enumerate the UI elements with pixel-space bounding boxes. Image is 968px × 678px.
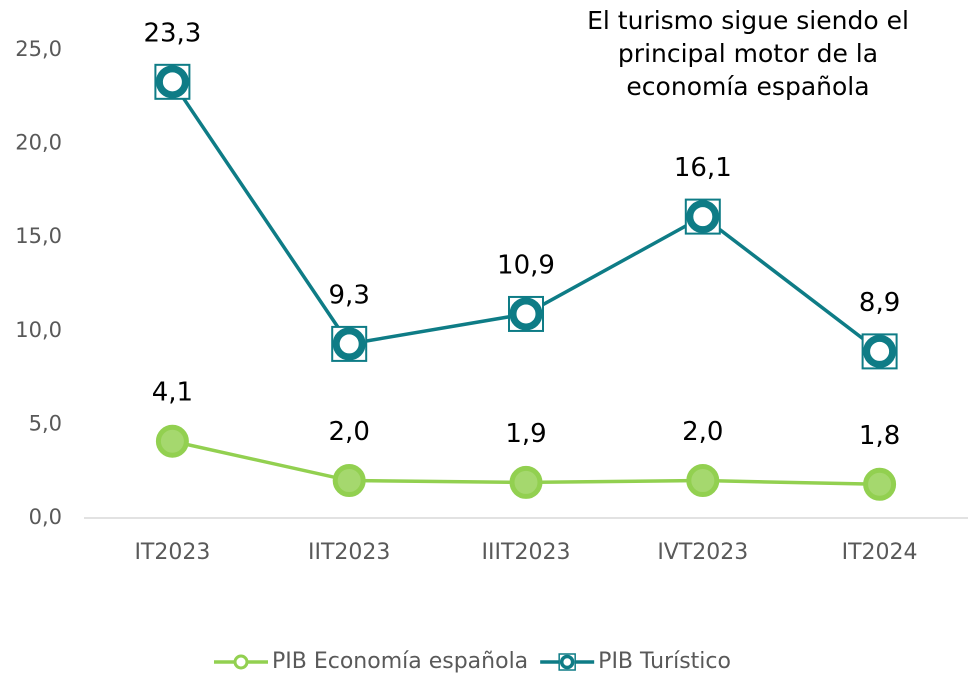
- data-label: 1,8: [859, 421, 900, 451]
- data-label: 8,9: [859, 288, 900, 318]
- y-tick-label: 5,0: [29, 411, 62, 435]
- x-tick-label: IIIT2023: [482, 540, 571, 565]
- marker: [332, 464, 366, 498]
- legend-label: PIB Turístico: [598, 649, 731, 674]
- data-label: 23,3: [143, 18, 201, 48]
- y-tick-label: 20,0: [15, 131, 62, 155]
- x-tick-label: IVT2023: [657, 540, 748, 565]
- marker: [155, 424, 189, 458]
- marker: [509, 297, 543, 331]
- legend-marker: [559, 654, 575, 670]
- data-label: 16,1: [674, 153, 732, 183]
- marker: [332, 327, 366, 361]
- y-tick-label: 25,0: [15, 37, 62, 61]
- marker: [863, 467, 897, 501]
- marker: [863, 334, 897, 368]
- marker: [686, 200, 720, 234]
- data-label: 2,0: [682, 417, 723, 447]
- x-tick-label: IT2023: [134, 540, 210, 565]
- marker: [509, 465, 543, 499]
- marker: [155, 65, 189, 99]
- data-label: 2,0: [329, 417, 370, 447]
- y-tick-label: 10,0: [15, 318, 62, 342]
- data-label: 1,9: [505, 419, 546, 449]
- legend-marker: [233, 654, 249, 670]
- marker: [686, 464, 720, 498]
- data-label: 9,3: [329, 280, 370, 310]
- legend-label: PIB Economía española: [272, 649, 528, 674]
- y-tick-label: 15,0: [15, 224, 62, 248]
- x-tick-label: IT2024: [842, 540, 918, 565]
- data-label: 10,9: [497, 250, 555, 280]
- chart-title: El turismo sigue siendo el principal mot…: [587, 6, 909, 101]
- y-tick-label: 0,0: [29, 505, 62, 529]
- x-tick-label: IIT2023: [308, 540, 390, 565]
- data-label: 4,1: [152, 378, 193, 408]
